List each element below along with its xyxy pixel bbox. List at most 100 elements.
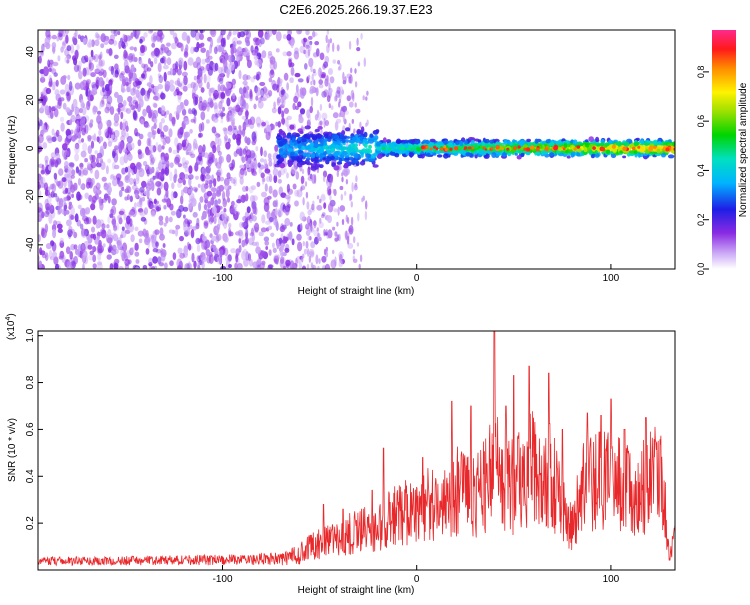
heatmap-cell (305, 191, 309, 199)
heatmap-cell (192, 211, 198, 218)
heatmap-cell (160, 92, 166, 100)
heatmap-cell (107, 182, 112, 187)
heatmap-cell (38, 98, 42, 104)
heatmap-cell (150, 34, 157, 43)
heatmap-cell (78, 107, 83, 114)
heatmap-cell (267, 264, 274, 269)
heatmap-cell (328, 103, 331, 109)
heatmap-cell (163, 71, 167, 82)
heatmap-cell (231, 95, 237, 101)
heatmap-cell (85, 207, 91, 215)
heatmap-cell (114, 91, 119, 98)
heatmap-cell (254, 222, 260, 233)
heatmap-cell (362, 138, 368, 143)
heatmap-cell (200, 173, 206, 182)
heatmap-cell (215, 134, 219, 145)
heatmap-cell (232, 133, 237, 140)
heatmap-peak (420, 145, 425, 150)
heatmap-cell (382, 137, 387, 143)
heatmap-cell (312, 200, 315, 206)
heatmap-cell (140, 216, 147, 222)
heatmap-cell (194, 162, 199, 172)
heatmap-cell (51, 128, 55, 136)
heatmap-cell (256, 259, 262, 265)
heatmap-cell (286, 51, 292, 57)
heatmap-cell (196, 155, 202, 161)
heatmap-cell (279, 162, 286, 169)
heatmap-cell (81, 127, 87, 136)
heatmap-cell (120, 71, 126, 76)
heatmap-cell (318, 143, 324, 147)
heatmap-cell (369, 158, 375, 162)
heatmap-cell (129, 195, 133, 203)
heatmap-cell (324, 120, 330, 126)
heatmap-cell (455, 140, 460, 146)
heatmap-cell (310, 223, 313, 229)
heatmap-cell (52, 228, 57, 239)
heatmap-cell (352, 255, 355, 262)
heatmap-cell (59, 197, 64, 208)
heatmap-cell (240, 194, 246, 203)
heatmap-cell (201, 262, 205, 269)
heatmap-cell (290, 66, 295, 76)
heatmap-cell (63, 202, 67, 212)
heatmap-cell (181, 71, 188, 77)
heatmap-cell (210, 140, 216, 149)
heatmap-cell (148, 58, 151, 65)
heatmap-cell (150, 210, 156, 218)
heatmap-cell (507, 140, 511, 145)
snr-y-ticks: 0.2 0.4 0.6 0.8 1.0 (25, 328, 43, 530)
heatmap-cell (548, 153, 555, 156)
heatmap-cell (72, 98, 78, 109)
heatmap-cell (70, 206, 75, 216)
heatmap-cell (194, 96, 199, 106)
heatmap-cell (307, 166, 311, 176)
heatmap-cell (344, 76, 347, 83)
heatmap-cell (212, 117, 219, 123)
heatmap-cell (140, 44, 145, 54)
heatmap-peak (495, 144, 500, 150)
heatmap-cell (141, 73, 145, 79)
heatmap-cell (136, 30, 141, 36)
y-tick-label: -40 (25, 237, 36, 252)
heatmap-cell (283, 167, 287, 174)
heatmap-cell (204, 198, 209, 204)
heatmap-cell (332, 42, 335, 53)
heatmap-cell (153, 57, 158, 65)
heatmap-cell (186, 35, 191, 44)
heatmap-cell (134, 226, 139, 232)
heatmap-cell (125, 108, 132, 114)
heatmap-cell (84, 158, 88, 163)
heatmap-cell (178, 57, 184, 66)
heatmap-cell (318, 83, 324, 89)
heatmap-cell (168, 128, 173, 138)
heatmap-cell (70, 44, 75, 54)
heatmap-cell (364, 210, 368, 221)
heatmap-cell (100, 43, 105, 49)
heatmap-cell (478, 150, 484, 155)
heatmap-cell (286, 115, 292, 121)
heatmap-cell (325, 229, 328, 234)
heatmap-cell (55, 152, 61, 160)
heatmap-cell (166, 42, 171, 47)
heatmap-cell (249, 218, 253, 224)
heatmap-cell (133, 202, 137, 210)
heatmap-cell (87, 94, 90, 101)
heatmap-cell (184, 131, 191, 138)
heatmap-cell (71, 193, 74, 199)
heatmap-cell (54, 105, 58, 110)
heatmap-cell (120, 111, 124, 120)
heatmap-cell (300, 225, 303, 231)
heatmap-cell (550, 142, 555, 147)
heatmap-cell (219, 77, 224, 85)
heatmap-cell (94, 193, 99, 200)
spectrogram-heatmap (38, 30, 675, 269)
heatmap-cell (177, 163, 183, 168)
heatmap-cell (227, 138, 231, 144)
heatmap-cell (45, 243, 52, 250)
heatmap-cell (221, 212, 227, 221)
heatmap-cell (163, 222, 167, 227)
heatmap-cell (219, 112, 226, 117)
heatmap-cell (61, 30, 66, 38)
